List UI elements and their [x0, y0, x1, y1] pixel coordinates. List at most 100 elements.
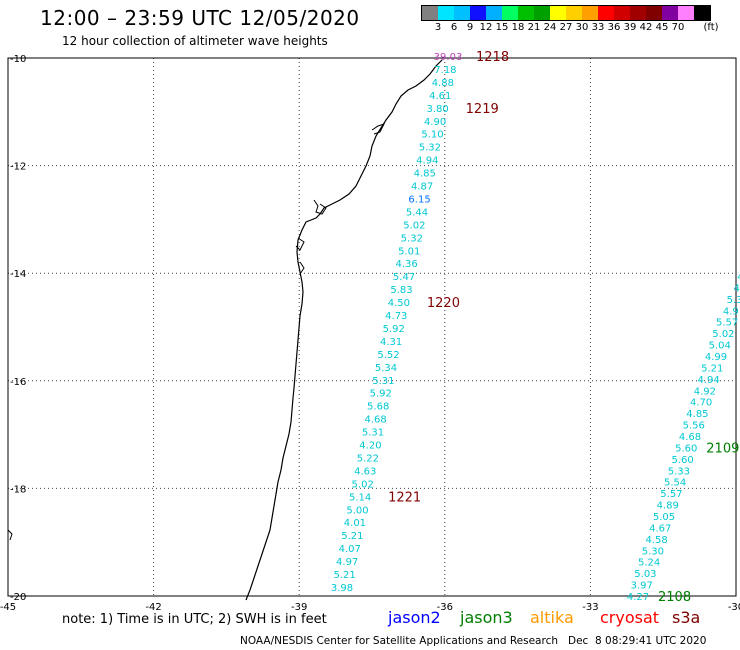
wave-height-label: 4.97 — [336, 557, 358, 568]
time-label: 1221 — [388, 490, 421, 505]
wave-height-label: 5.60 — [671, 455, 693, 466]
wave-height-label: 5.21 — [333, 570, 355, 581]
wave-height-label: 5.32 — [419, 143, 441, 154]
wave-height-label: 4.61 — [429, 91, 451, 102]
legend-tick: 70 — [671, 22, 685, 33]
legend-swatch — [534, 6, 550, 20]
wave-height-label: 5.22 — [357, 453, 379, 464]
legend-tick: 12 — [479, 22, 493, 33]
wave-height-label: 5.34 — [375, 363, 397, 374]
wave-height-label: 5.92 — [383, 324, 405, 335]
wave-height-label: 5.31 — [372, 376, 394, 387]
wave-height-label: 5.24 — [638, 558, 660, 569]
wave-height-label: 4.27 — [627, 592, 649, 603]
wave-height-label: 4. — [734, 283, 740, 294]
legend-swatch — [582, 6, 598, 20]
wave-height-label: 4.92 — [694, 386, 716, 397]
legend-tick: 21 — [527, 22, 541, 33]
wave-height-label: 4.58 — [645, 535, 667, 546]
legend-swatch — [454, 6, 470, 20]
wave-height-label: 4.68 — [679, 432, 701, 443]
legend-swatch — [646, 6, 662, 20]
wave-height-label: 5.30 — [642, 546, 664, 557]
time-label: 2108 — [658, 590, 691, 605]
wave-height-label: 5.3 — [727, 295, 740, 306]
x-tick-label: -45 — [0, 602, 16, 613]
chart-title: 12:00 – 23:59 UTC 12/05/2020 — [40, 6, 360, 30]
legend-swatch — [598, 6, 614, 20]
wave-height-label: 4.9 — [723, 306, 739, 317]
legend-tick: 45 — [655, 22, 669, 33]
wave-height-label: 5.32 — [401, 233, 423, 244]
wave-height-label: 5.60 — [675, 443, 697, 454]
x-tick-label: -42 — [145, 602, 161, 613]
legend-tick: 24 — [543, 22, 557, 33]
wave-height-label: 5.03 — [634, 569, 656, 580]
x-tick-label: -30 — [728, 602, 740, 613]
wave-height-label: 3.97 — [631, 581, 653, 592]
wave-height-label: 39.03 — [434, 52, 463, 63]
wave-height-label: 5.47 — [393, 272, 415, 283]
wave-height-label: 4.20 — [359, 441, 381, 452]
x-tick-label: -36 — [437, 602, 453, 613]
legend-swatches — [421, 5, 711, 21]
wave-height-label: 5.54 — [664, 478, 686, 489]
wave-height-label: 4.87 — [411, 182, 433, 193]
wave-height-label: 4.67 — [649, 523, 671, 534]
legend-swatch — [422, 6, 438, 20]
wave-height-label: 4.50 — [388, 298, 410, 309]
legend-swatch — [694, 6, 710, 20]
legend-swatch — [470, 6, 486, 20]
legend-tick: 27 — [559, 22, 573, 33]
satellite-jason2: jason2 — [388, 608, 441, 627]
wave-height-label: 5.02 — [352, 479, 374, 490]
legend-swatch — [502, 6, 518, 20]
chart-subtitle: 12 hour collection of altimeter wave hei… — [62, 34, 328, 48]
legend-swatch — [486, 6, 502, 20]
wave-height-label: 5.21 — [701, 363, 723, 374]
legend-tick: 33 — [591, 22, 605, 33]
wave-height-label: 3.80 — [427, 104, 449, 115]
legend-tick: 36 — [607, 22, 621, 33]
wave-height-label: 5.68 — [367, 402, 389, 413]
legend-tick: 39 — [623, 22, 637, 33]
wave-height-label: 5.57 — [660, 489, 682, 500]
wave-height-label: 5.52 — [377, 350, 399, 361]
x-tick-label: -39 — [291, 602, 307, 613]
y-tick-label: -18 — [10, 484, 26, 495]
wave-height-label: 4.70 — [690, 398, 712, 409]
time-label: 1218 — [476, 50, 509, 65]
legend-tick: 30 — [575, 22, 589, 33]
satellite-s3a: s3a — [672, 608, 701, 627]
x-tick-label: -33 — [582, 602, 598, 613]
legend-tick: 15 — [495, 22, 509, 33]
credit-text: NOAA/NESDIS Center for Satellite Applica… — [240, 635, 707, 647]
legend-swatch — [550, 6, 566, 20]
y-tick-label: -10 — [10, 54, 26, 65]
note-text: note: 1) Time is in UTC; 2) SWH is in fe… — [62, 612, 327, 627]
wave-height-label: 5.44 — [406, 207, 428, 218]
legend-swatch — [662, 6, 678, 20]
wave-height-label: 7.18 — [434, 65, 456, 76]
track-pass-1: 39.03 7.18 4.88 4.61 3.80 4.90 5.10 5.32 4.94 4.8… — [331, 50, 509, 594]
wave-height-label: 4.07 — [339, 544, 361, 555]
wave-height-label: 4.94 — [416, 156, 438, 167]
wave-height-label: 4.68 — [364, 415, 386, 426]
legend-swatch — [630, 6, 646, 20]
wave-height-label: 4.88 — [432, 78, 454, 89]
wave-height-label: 5.33 — [668, 466, 690, 477]
wave-height-label: 4. — [737, 272, 740, 283]
color-legend: 3 6 9 12 15 18 21 24 27 30 33 36 39 42 45 70 (ft) — [421, 5, 719, 35]
wave-height-label: 4.01 — [344, 518, 366, 529]
legend-ticks: 3 6 9 12 15 18 21 24 27 30 33 36 39 42 45 70 (ft) — [421, 21, 719, 35]
wave-height-label: 5.14 — [349, 492, 371, 503]
time-label: 2109 — [706, 441, 739, 456]
wave-height-label: 5.02 — [712, 329, 734, 340]
wave-height-label: 4.73 — [385, 311, 407, 322]
legend-tick: 6 — [450, 22, 458, 33]
legend-tick: 18 — [511, 22, 525, 33]
wave-height-label: 5.05 — [653, 512, 675, 523]
satellite-cryosat: cryosat — [600, 608, 660, 627]
wave-height-label: 5.21 — [341, 531, 363, 542]
